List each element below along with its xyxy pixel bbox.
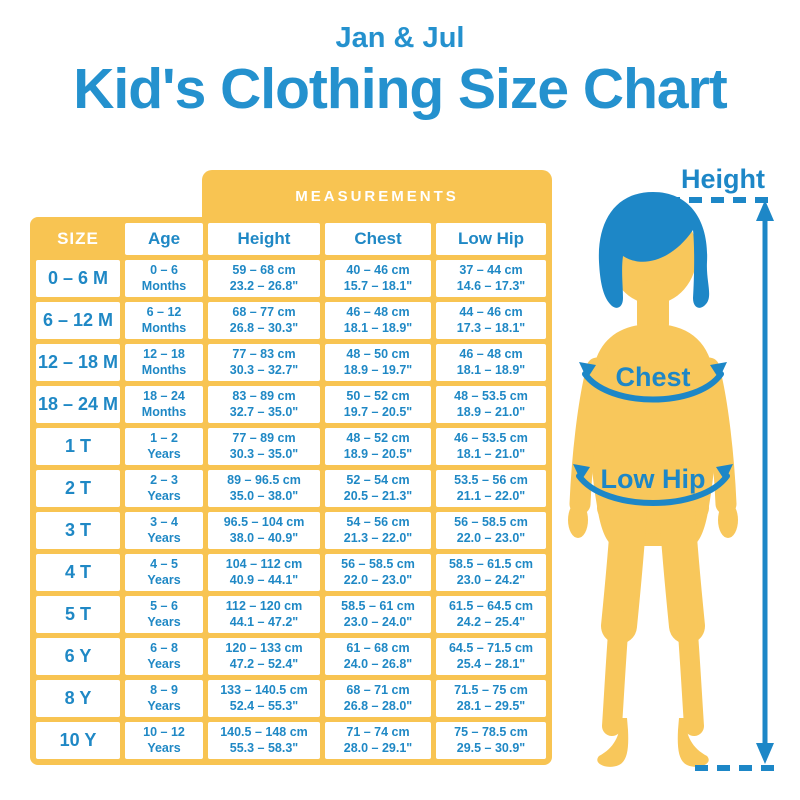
- measurements-banner: MEASUREMENTS: [202, 170, 552, 222]
- age-cell: 10 – 12 Years: [125, 722, 203, 759]
- chest-cell: 52 – 54 cm 20.5 – 21.3": [325, 470, 431, 507]
- low-hip-cell: 46 – 53.5 cm 18.1 – 21.0": [436, 428, 546, 465]
- chest-annotation: Chest: [579, 362, 727, 403]
- height-cell: 59 – 68 cm 23.2 – 26.8": [208, 260, 320, 297]
- age-cell: 1 – 2 Years: [125, 428, 203, 465]
- child-figure-illustration: Height Chest Low Hip: [553, 158, 797, 794]
- brand-title: Jan & Jul: [335, 22, 465, 54]
- size-cell: 0 – 6 M: [36, 260, 120, 297]
- low-hip-cell: 48 – 53.5 cm 18.9 – 21.0": [436, 386, 546, 423]
- chest-cell: 54 – 56 cm 21.3 – 22.0": [325, 512, 431, 549]
- chest-cell: 68 – 71 cm 26.8 – 28.0": [325, 680, 431, 717]
- height-cell: 77 – 89 cm 30.3 – 35.0": [208, 428, 320, 465]
- size-cell: 4 T: [36, 554, 120, 591]
- chest-cell: 48 – 52 cm 18.9 – 20.5": [325, 428, 431, 465]
- size-table: MEASUREMENTS SIZE Age Height Chest Low Hip 0 …: [30, 170, 552, 770]
- age-cell: 4 – 5 Years: [125, 554, 203, 591]
- chest-cell: 58.5 – 61 cm 23.0 – 24.0": [325, 596, 431, 633]
- chest-cell: 50 – 52 cm 19.7 – 20.5": [325, 386, 431, 423]
- height-cell: 140.5 – 148 cm 55.3 – 58.3": [208, 722, 320, 759]
- chest-cell: 46 – 48 cm 18.1 – 18.9": [325, 302, 431, 339]
- low-hip-cell: 58.5 – 61.5 cm 23.0 – 24.2": [436, 554, 546, 591]
- hair-shape: [598, 192, 710, 308]
- low-hip-cell: 53.5 – 56 cm 21.1 – 22.0": [436, 470, 546, 507]
- size-cell: 3 T: [36, 512, 120, 549]
- page-title: Kid's Clothing Size Chart: [73, 57, 728, 121]
- size-cell: 12 – 18 M: [36, 344, 120, 381]
- age-cell: 12 – 18 Months: [125, 344, 203, 381]
- height-cell: 68 – 77 cm 26.8 – 30.3": [208, 302, 320, 339]
- column-header-age: Age: [125, 223, 203, 255]
- chest-cell: 48 – 50 cm 18.9 – 19.7": [325, 344, 431, 381]
- child-hands-feet: [568, 502, 738, 767]
- low-hip-cell: 71.5 – 75 cm 28.1 – 29.5": [436, 680, 546, 717]
- height-annotation: Height: [667, 164, 775, 771]
- chest-arrow-left-icon: [579, 362, 596, 379]
- size-cell: 10 Y: [36, 722, 120, 759]
- low-hip-label: Low Hip: [601, 464, 706, 494]
- low-hip-cell: 64.5 – 71.5 cm 25.4 – 28.1": [436, 638, 546, 675]
- age-cell: 6 – 8 Years: [125, 638, 203, 675]
- low-hip-annotation: Low Hip: [573, 464, 733, 506]
- size-cell: 1 T: [36, 428, 120, 465]
- low-hip-girth-arrow: [576, 473, 730, 506]
- age-cell: 6 – 12 Months: [125, 302, 203, 339]
- height-cell: 89 – 96.5 cm 35.0 – 38.0": [208, 470, 320, 507]
- height-cell: 104 – 112 cm 40.9 – 44.1": [208, 554, 320, 591]
- low-hip-cell: 44 – 46 cm 17.3 – 18.1": [436, 302, 546, 339]
- height-cell: 96.5 – 104 cm 38.0 – 40.9": [208, 512, 320, 549]
- chest-label: Chest: [615, 362, 690, 392]
- size-cell: 5 T: [36, 596, 120, 633]
- age-cell: 2 – 3 Years: [125, 470, 203, 507]
- chest-cell: 40 – 46 cm 15.7 – 18.1": [325, 260, 431, 297]
- low-hip-arrow-left-icon: [573, 464, 590, 481]
- column-header-low-hip: Low Hip: [436, 223, 546, 255]
- age-cell: 3 – 4 Years: [125, 512, 203, 549]
- low-hip-cell: 37 – 44 cm 14.6 – 17.3": [436, 260, 546, 297]
- age-cell: 5 – 6 Years: [125, 596, 203, 633]
- height-cell: 77 – 83 cm 30.3 – 32.7": [208, 344, 320, 381]
- age-cell: 18 – 24 Months: [125, 386, 203, 423]
- height-cell: 133 – 140.5 cm 52.4 – 55.3": [208, 680, 320, 717]
- size-cell: 6 Y: [36, 638, 120, 675]
- height-cell: 120 – 133 cm 47.2 – 52.4": [208, 638, 320, 675]
- column-header-chest: Chest: [325, 223, 431, 255]
- height-label: Height: [681, 164, 765, 194]
- age-cell: 0 – 6 Months: [125, 260, 203, 297]
- low-hip-cell: 46 – 48 cm 18.1 – 18.9": [436, 344, 546, 381]
- low-hip-cell: 56 – 58.5 cm 22.0 – 23.0": [436, 512, 546, 549]
- height-arrow-down-icon: [756, 743, 774, 764]
- chest-cell: 56 – 58.5 cm 22.0 – 23.0": [325, 554, 431, 591]
- chest-cell: 71 – 74 cm 28.0 – 29.1": [325, 722, 431, 759]
- age-cell: 8 – 9 Years: [125, 680, 203, 717]
- size-cell: 2 T: [36, 470, 120, 507]
- chest-arrow-right-icon: [710, 362, 727, 379]
- child-limbs: [569, 357, 737, 736]
- size-cell: 18 – 24 M: [36, 386, 120, 423]
- size-cell: 8 Y: [36, 680, 120, 717]
- low-hip-cell: 75 – 78.5 cm 29.5 – 30.9": [436, 722, 546, 759]
- chest-girth-arrow: [582, 371, 724, 403]
- column-header-height: Height: [208, 223, 320, 255]
- low-hip-arrow-right-icon: [716, 464, 733, 481]
- height-cell: 112 – 120 cm 44.1 – 47.2": [208, 596, 320, 633]
- low-hip-cell: 61.5 – 64.5 cm 24.2 – 25.4": [436, 596, 546, 633]
- column-header-size: SIZE: [57, 229, 99, 249]
- chest-cell: 61 – 68 cm 24.0 – 26.8": [325, 638, 431, 675]
- height-cell: 83 – 89 cm 32.7 – 35.0": [208, 386, 320, 423]
- height-arrow-up-icon: [756, 200, 774, 221]
- size-cell: 6 – 12 M: [36, 302, 120, 339]
